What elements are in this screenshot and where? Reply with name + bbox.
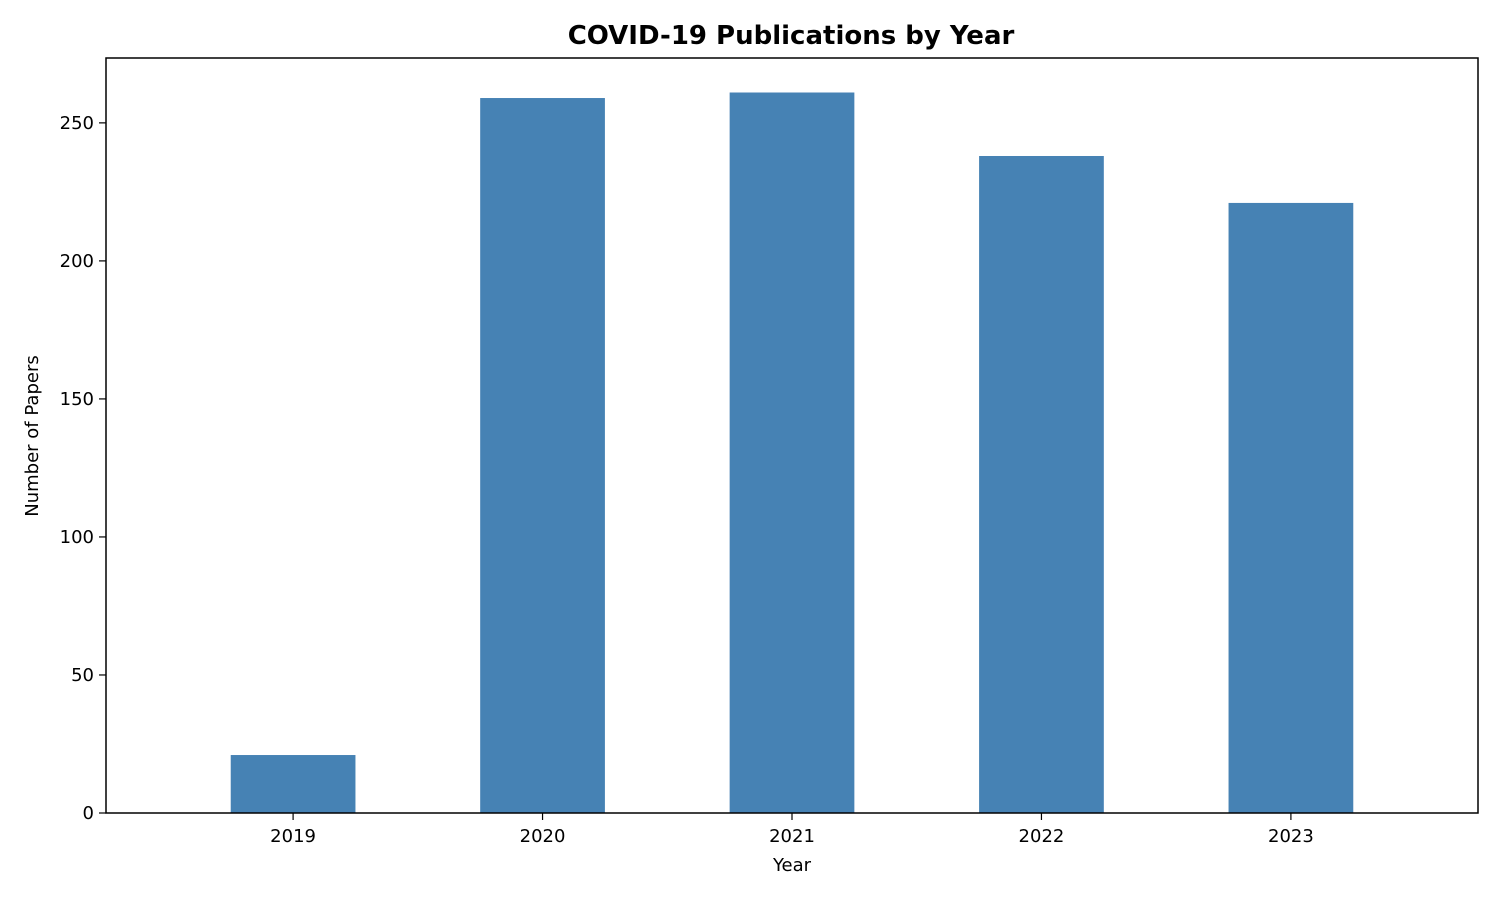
y-tick-label: 250 xyxy=(60,113,94,134)
x-tick-label: 2020 xyxy=(520,826,566,847)
bar-2021 xyxy=(729,92,855,813)
chart-title: COVID-19 Publications by Year xyxy=(568,21,1015,51)
y-tick-label: 100 xyxy=(60,527,94,548)
y-tick-label: 150 xyxy=(60,389,94,410)
bar-2022 xyxy=(979,155,1104,813)
x-axis-label: Year xyxy=(772,855,812,876)
x-tick-label: 2019 xyxy=(270,826,316,847)
x-axis-ticks: 2019 2020 2021 2022 2023 xyxy=(270,813,1314,847)
y-tick-label: 0 xyxy=(83,803,94,824)
x-tick-label: 2023 xyxy=(1268,826,1314,847)
y-axis-ticks: 0 50 100 150 200 250 xyxy=(60,113,106,824)
x-tick-label: 2022 xyxy=(1019,826,1065,847)
bar-2020 xyxy=(480,98,605,814)
plot-frame xyxy=(105,57,1479,814)
y-tick-label: 200 xyxy=(60,251,94,272)
bar-2019 xyxy=(230,755,356,813)
bars-group xyxy=(230,92,1354,814)
y-tick-label: 50 xyxy=(71,665,94,686)
y-axis-label: Number of Papers xyxy=(22,355,43,516)
x-tick-label: 2021 xyxy=(769,826,815,847)
bar-2023 xyxy=(1228,202,1354,813)
